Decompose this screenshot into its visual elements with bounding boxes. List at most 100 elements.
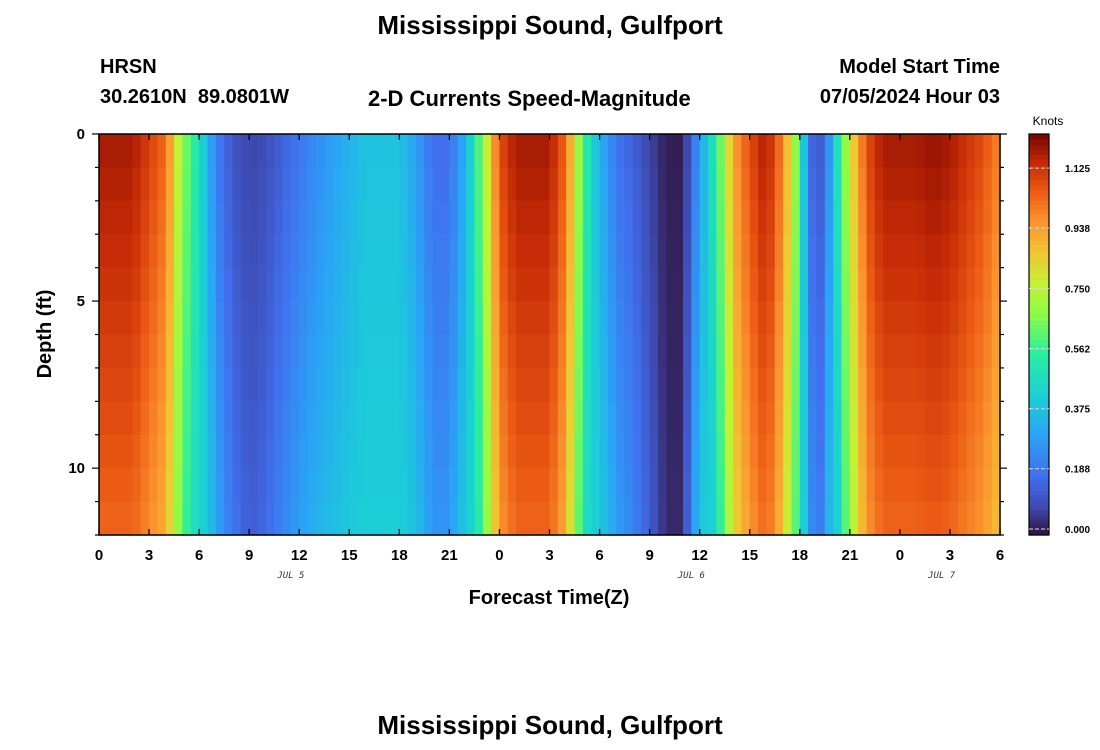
heatmap-cell <box>816 200 826 235</box>
heatmap-cell <box>858 301 868 336</box>
heatmap-cell <box>616 134 626 169</box>
heatmap-cell <box>324 367 334 402</box>
heatmap-cell <box>466 334 476 369</box>
heatmap-cell <box>708 167 717 202</box>
heatmap-cell <box>974 401 984 436</box>
heatmap-cell <box>774 434 784 469</box>
heatmap-cell <box>257 468 267 503</box>
heatmap-cell <box>115 134 125 169</box>
heatmap-cell <box>499 167 509 202</box>
heatmap-cell <box>516 334 526 369</box>
heatmap-cell <box>307 334 317 369</box>
heatmap-cell <box>524 134 534 169</box>
heatmap-cell <box>791 367 801 402</box>
heatmap-cell <box>124 501 133 536</box>
heatmap-cell <box>232 134 242 169</box>
heatmap-cell <box>616 200 626 235</box>
heatmap-cell <box>232 267 242 302</box>
heatmap-cell <box>941 167 951 202</box>
heatmap-cell <box>466 267 476 302</box>
colorbar-segment <box>1029 474 1049 481</box>
heatmap-cell <box>382 501 392 536</box>
heatmap-cell <box>874 167 884 202</box>
heatmap-cell <box>124 434 133 469</box>
heatmap-cell <box>624 401 634 436</box>
heatmap-cell <box>599 200 609 235</box>
heatmap-cell <box>282 167 292 202</box>
heatmap-cell <box>174 468 184 503</box>
heatmap-cell <box>115 367 125 402</box>
heatmap-cell <box>507 134 517 169</box>
heatmap-cell <box>758 367 767 402</box>
heatmap-cell <box>457 401 467 436</box>
heatmap-cell <box>482 334 492 369</box>
colorbar-segment <box>1029 194 1049 200</box>
heatmap-cell <box>641 401 651 436</box>
heatmap-cell <box>474 334 484 369</box>
heatmap-cell <box>974 301 984 336</box>
heatmap-cell <box>883 234 893 269</box>
heatmap-cell <box>499 434 509 469</box>
day-label: JUL 6 <box>677 571 705 581</box>
heatmap-cell <box>290 267 300 302</box>
heatmap-cell <box>466 301 476 336</box>
heatmap-cell <box>816 134 826 169</box>
heatmap-cell <box>699 501 709 536</box>
heatmap-cell <box>841 334 851 369</box>
heatmap-cell <box>516 200 526 235</box>
heatmap-cell <box>382 401 392 436</box>
heatmap-cell <box>816 234 826 269</box>
heatmap-cell <box>774 334 784 369</box>
heatmap-cell <box>749 167 759 202</box>
heatmap-cell <box>507 468 517 503</box>
heatmap-cell <box>249 468 259 503</box>
heatmap-cell <box>833 434 843 469</box>
heatmap-cell <box>691 167 701 202</box>
heatmap-cell <box>140 468 150 503</box>
heatmap-cell <box>432 167 442 202</box>
heatmap-cell <box>833 267 843 302</box>
heatmap-cell <box>641 367 651 402</box>
colorbar-segment <box>1029 379 1049 386</box>
heatmap-cell <box>549 367 559 402</box>
heatmap-cell <box>399 234 409 269</box>
colorbar-segment <box>1029 164 1049 170</box>
heatmap-cell <box>624 167 634 202</box>
heatmap-cell <box>274 501 284 536</box>
heatmap-cell <box>974 501 984 536</box>
heatmap-cell <box>774 200 784 235</box>
colorbar-segment <box>1029 444 1049 451</box>
heatmap-cell <box>365 401 375 436</box>
heatmap-cell <box>899 401 909 436</box>
heatmap-cell <box>991 501 1001 536</box>
heatmap-cell <box>874 401 884 436</box>
heatmap-cell <box>974 334 984 369</box>
heatmap-cell <box>791 200 801 235</box>
heatmap-cell <box>441 134 450 169</box>
heatmap-cell <box>324 167 334 202</box>
heatmap-cell <box>741 501 751 536</box>
heatmap-cell <box>766 501 776 536</box>
colorbar-segment <box>1029 384 1049 391</box>
y-axis-title: Depth (ft) <box>34 290 56 379</box>
heatmap-cell <box>274 468 284 503</box>
heatmap-cell <box>491 167 501 202</box>
heatmap-cell <box>624 334 634 369</box>
heatmap-cell <box>474 367 484 402</box>
heatmap-cell <box>182 401 192 436</box>
heatmap-cell <box>682 234 692 269</box>
heatmap-cell <box>866 434 876 469</box>
heatmap-cell <box>766 367 776 402</box>
heatmap-cell <box>649 200 659 235</box>
heatmap-cell <box>482 200 492 235</box>
heatmap-cell <box>941 234 951 269</box>
heatmap-cell <box>649 301 659 336</box>
heatmap-cell <box>407 401 417 436</box>
heatmap-cell <box>516 267 526 302</box>
heatmap-cell <box>424 234 434 269</box>
heatmap-cell <box>582 267 592 302</box>
heatmap-cell <box>699 167 709 202</box>
heatmap-cell <box>374 134 384 169</box>
heatmap-cell <box>282 134 292 169</box>
heatmap-cell <box>215 334 225 369</box>
